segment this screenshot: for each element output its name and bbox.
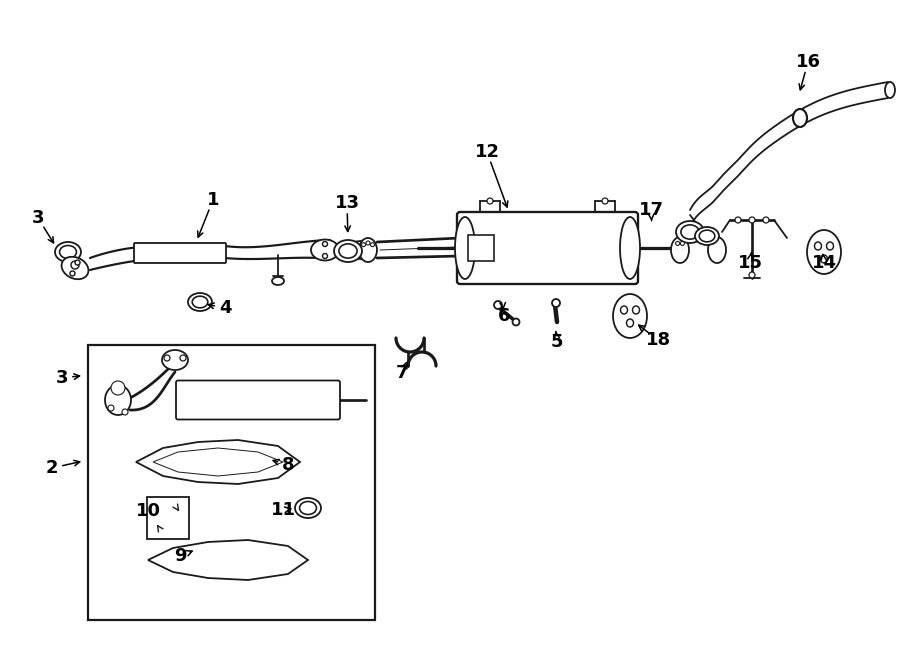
FancyBboxPatch shape	[88, 345, 375, 620]
Ellipse shape	[311, 239, 339, 260]
Circle shape	[164, 355, 170, 361]
FancyBboxPatch shape	[134, 243, 226, 263]
Text: 4: 4	[219, 299, 231, 317]
Circle shape	[180, 355, 186, 361]
Circle shape	[322, 241, 328, 247]
Circle shape	[494, 301, 502, 309]
Ellipse shape	[300, 502, 317, 514]
Circle shape	[552, 299, 560, 307]
Text: 12: 12	[474, 143, 500, 161]
Polygon shape	[153, 448, 283, 476]
Ellipse shape	[59, 245, 76, 258]
Text: 10: 10	[136, 502, 160, 520]
Text: 1: 1	[207, 191, 220, 209]
FancyBboxPatch shape	[176, 381, 340, 420]
Ellipse shape	[272, 277, 284, 285]
Ellipse shape	[620, 306, 627, 314]
Text: 7: 7	[396, 364, 409, 382]
Ellipse shape	[613, 294, 647, 338]
Ellipse shape	[620, 217, 640, 279]
Circle shape	[322, 254, 328, 258]
Ellipse shape	[885, 82, 895, 98]
Text: 9: 9	[174, 547, 186, 565]
Ellipse shape	[676, 221, 704, 243]
Ellipse shape	[339, 244, 357, 258]
Ellipse shape	[814, 242, 822, 250]
Text: 2: 2	[46, 459, 58, 477]
Ellipse shape	[295, 498, 321, 518]
Ellipse shape	[334, 240, 362, 262]
Circle shape	[735, 217, 741, 223]
Ellipse shape	[193, 296, 208, 308]
Circle shape	[763, 217, 769, 223]
Text: 17: 17	[638, 201, 663, 219]
Ellipse shape	[807, 230, 841, 274]
Circle shape	[362, 243, 365, 247]
Circle shape	[366, 241, 370, 245]
Circle shape	[512, 319, 519, 325]
Ellipse shape	[681, 225, 699, 239]
Ellipse shape	[826, 242, 833, 250]
Circle shape	[122, 409, 128, 415]
Text: 16: 16	[796, 53, 821, 71]
Ellipse shape	[633, 306, 640, 314]
FancyBboxPatch shape	[147, 497, 189, 539]
Ellipse shape	[61, 256, 88, 279]
Text: 8: 8	[282, 456, 294, 474]
Text: 3: 3	[32, 209, 44, 227]
Circle shape	[749, 217, 755, 223]
Circle shape	[371, 243, 374, 247]
Circle shape	[676, 241, 680, 245]
Ellipse shape	[671, 237, 689, 263]
FancyBboxPatch shape	[457, 212, 638, 284]
Text: 13: 13	[335, 194, 359, 212]
Text: 5: 5	[551, 333, 563, 351]
Ellipse shape	[821, 255, 827, 263]
Circle shape	[111, 381, 125, 395]
Text: 14: 14	[812, 254, 836, 272]
Circle shape	[680, 241, 684, 245]
Polygon shape	[136, 440, 300, 484]
Circle shape	[70, 271, 75, 276]
Circle shape	[71, 261, 79, 269]
Ellipse shape	[162, 350, 188, 370]
Circle shape	[487, 198, 493, 204]
Text: 11: 11	[271, 501, 295, 519]
FancyBboxPatch shape	[468, 235, 494, 261]
Ellipse shape	[793, 109, 807, 127]
Text: 15: 15	[737, 254, 762, 272]
Ellipse shape	[699, 230, 715, 242]
Ellipse shape	[708, 237, 726, 263]
Polygon shape	[148, 540, 308, 580]
Circle shape	[749, 272, 755, 278]
Ellipse shape	[695, 227, 719, 245]
Text: 18: 18	[645, 331, 670, 349]
Ellipse shape	[188, 293, 212, 311]
Ellipse shape	[455, 217, 475, 279]
Ellipse shape	[105, 385, 131, 415]
Circle shape	[108, 405, 114, 411]
Circle shape	[75, 260, 80, 265]
Text: 6: 6	[498, 307, 510, 325]
Ellipse shape	[55, 242, 81, 262]
Text: 3: 3	[56, 369, 68, 387]
Ellipse shape	[626, 319, 634, 327]
Circle shape	[602, 198, 608, 204]
Ellipse shape	[359, 238, 377, 262]
